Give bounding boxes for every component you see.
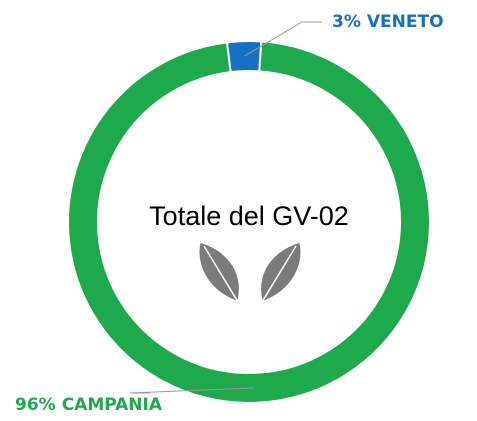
value-label: 3% [332,12,361,32]
donut-slice [67,40,431,404]
leader-line [129,387,254,394]
value-label: 96% [15,395,56,415]
data-label: 3% VENETO [332,12,444,32]
category-label: CAMPANIA [62,395,163,415]
center-text: Totale del GV-02 [149,201,349,231]
donut [67,40,431,404]
donut-slice [225,40,263,74]
data-label: 96% CAMPANIA [15,395,163,415]
category-label: VENETO [367,12,444,32]
leaf-icon [198,241,302,303]
leader-line [244,21,322,57]
